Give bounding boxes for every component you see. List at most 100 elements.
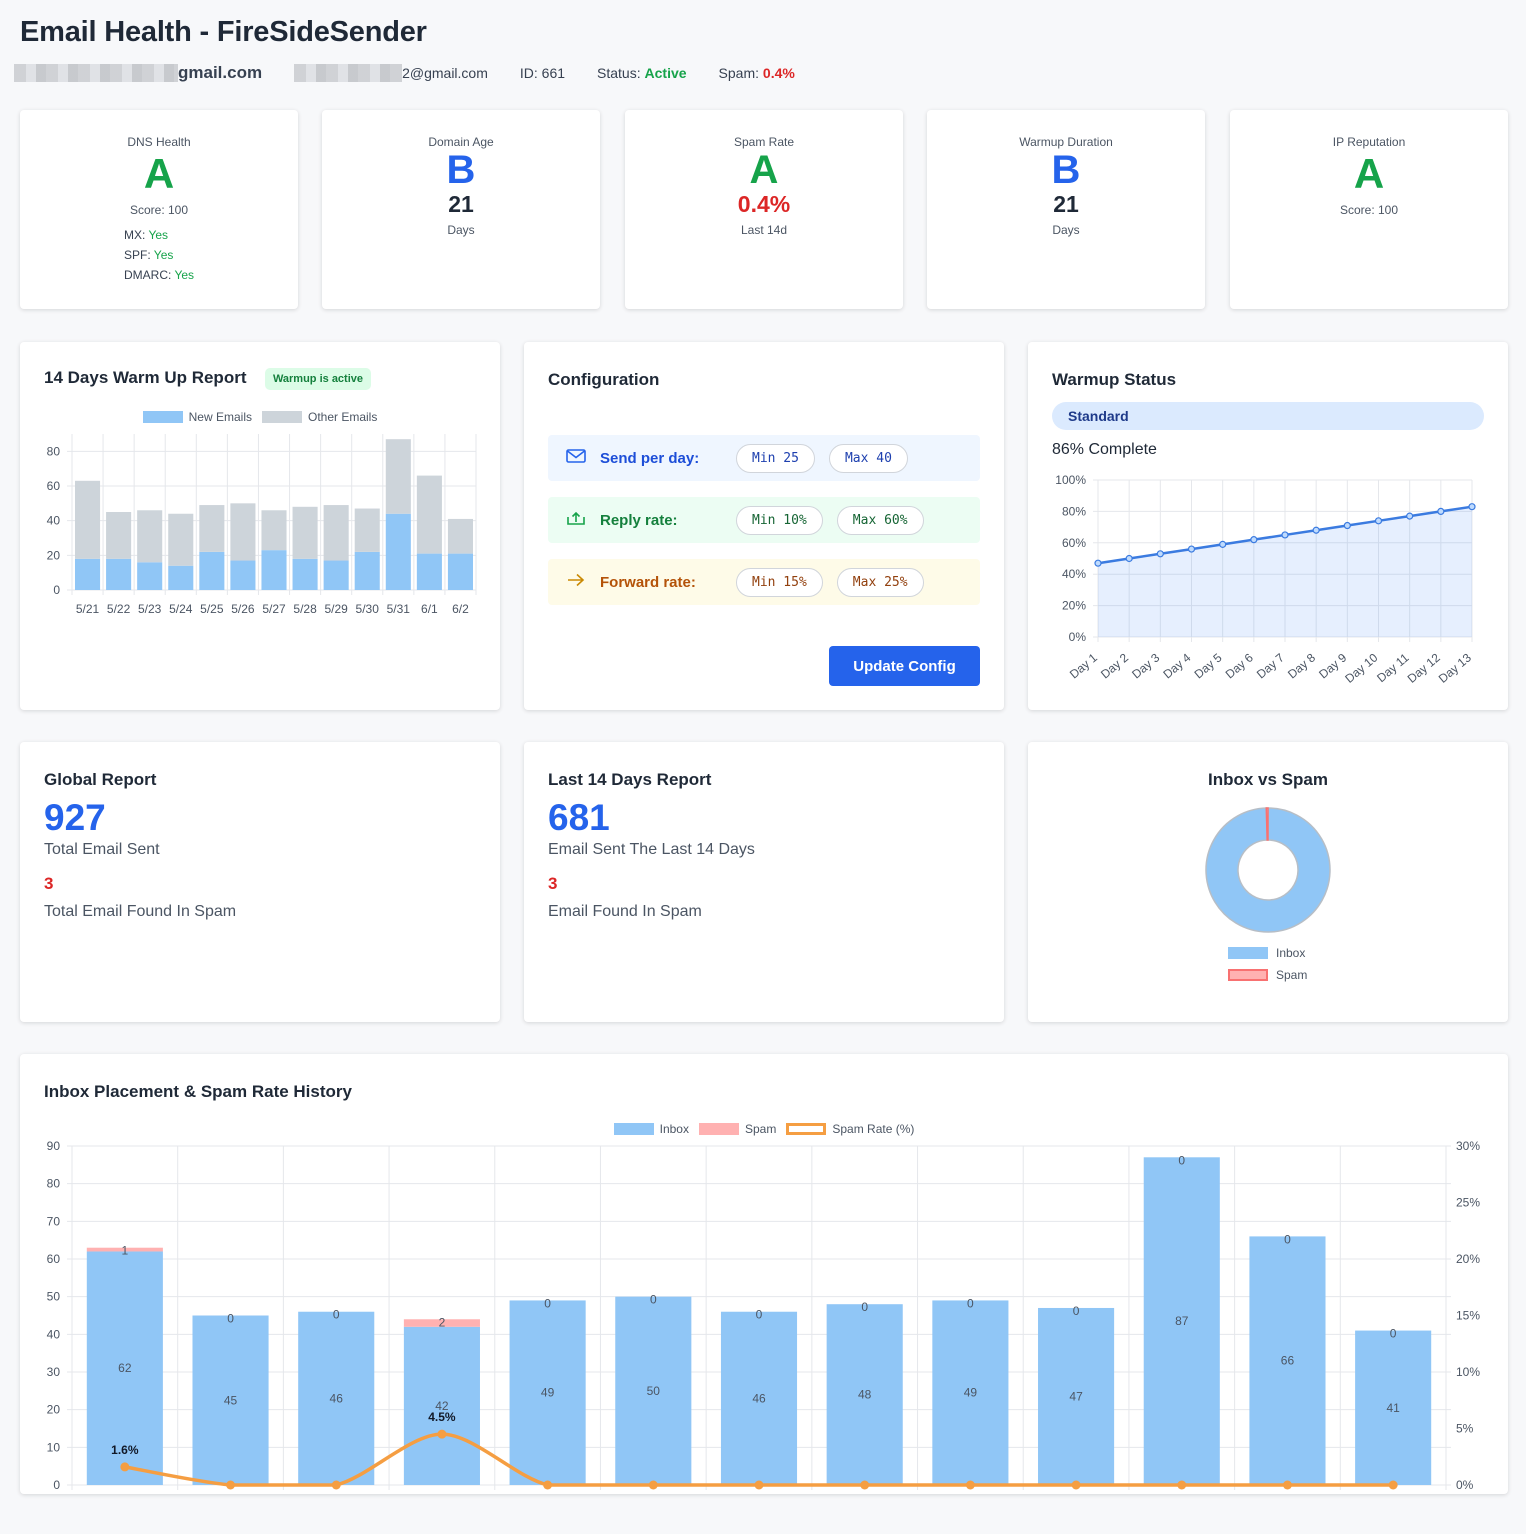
progress-point [1094, 559, 1102, 567]
progress-point [1125, 554, 1133, 563]
y-tick-label: 0% [1069, 630, 1087, 644]
bar-spam-value-label: 0 [227, 1312, 234, 1326]
y2-tick-label: 30% [1456, 1139, 1480, 1153]
y-tick-label: 60 [47, 1252, 61, 1266]
bar-other-emails [168, 513, 194, 566]
page-title: Email Health - FireSideSender [20, 16, 427, 48]
y2-tick-label: 15% [1456, 1309, 1480, 1323]
x-tick-label: 5/30 [356, 602, 380, 616]
x-tick-label: Day 13 [1436, 650, 1474, 685]
progress-point [1312, 526, 1320, 534]
x-tick-label: Day 12 [1405, 650, 1443, 685]
x-tick-label: 6/2 [452, 602, 469, 616]
forward-rate-min[interactable]: Min 15% [736, 567, 823, 597]
account-email-secondary: 2@gmail.com [402, 65, 488, 81]
reply-rate-min[interactable]: Min 10% [736, 505, 823, 535]
mx-value: Yes [148, 228, 169, 242]
reply-rate-max[interactable]: Max 60% [836, 505, 924, 535]
legend-label-other: Other Emails [308, 410, 378, 424]
bar-inbox-value-label: 49 [964, 1386, 978, 1400]
bar-inbox [720, 1311, 798, 1485]
bar-other-emails [230, 503, 256, 561]
inbox-vs-spam-title: Inbox vs Spam [1208, 770, 1328, 789]
inbox-vs-spam-legend: Inbox Spam [1228, 942, 1307, 986]
spam-rate-point [226, 1480, 236, 1490]
dns-checks: MX: Yes SPF: Yes DMARC: Yes [124, 225, 204, 285]
configuration-title: Configuration [548, 370, 660, 389]
y-tick-label: 10 [47, 1440, 61, 1454]
global-spam-label: Total Email Found In Spam [44, 903, 237, 920]
account-email-secondary-wrap: 2@gmail.com [294, 64, 488, 82]
update-config-button[interactable]: Update Config [829, 646, 980, 686]
y-tick-label: 20% [1062, 599, 1086, 613]
bar-inbox [1355, 1330, 1432, 1485]
bar-new-emails [230, 560, 256, 590]
bar-other-emails [354, 508, 380, 552]
y-tick-label: 20 [47, 1403, 61, 1417]
progress-point [1219, 540, 1227, 548]
spam-rate-point [543, 1480, 553, 1490]
bar-inbox [932, 1300, 1009, 1485]
status-value: Active [644, 65, 687, 81]
bar-new-emails [75, 558, 101, 590]
progress-point [1343, 521, 1351, 530]
spam-rate-point-label: 1.6% [111, 1443, 139, 1457]
warmup-duration-label: Warmup Duration [1019, 135, 1113, 149]
bar-inbox-value-label: 45 [224, 1393, 238, 1407]
page-header: Email Health - FireSideSender gmail.com … [14, 16, 1510, 83]
y-tick-label: 40 [47, 1327, 61, 1341]
bar-other-emails [416, 475, 442, 554]
account-spam: Spam: 0.4% [719, 65, 795, 81]
mx-label: MX: [124, 228, 146, 242]
bar-inbox-value-label: 47 [1069, 1389, 1083, 1403]
warmup-status-title: Warmup Status [1052, 370, 1177, 389]
y-tick-label: 80 [47, 444, 61, 458]
spf-value: Yes [153, 248, 174, 262]
last14-spam-label: Email Found In Spam [548, 903, 702, 920]
progress-point [1437, 507, 1445, 515]
progress-point [1250, 536, 1258, 544]
bar-inbox-value-label: 66 [1281, 1354, 1295, 1368]
send-per-day-max[interactable]: Max 40 [828, 443, 908, 473]
y-tick-label: 90 [47, 1139, 61, 1153]
last14-total-sent: 681 [548, 797, 610, 838]
bar-inbox [403, 1326, 480, 1485]
dns-health-card: DNS Health A Score: 100 MX: Yes SPF: Yes… [20, 110, 298, 309]
bar-other-emails [385, 439, 411, 514]
y-tick-label: 40 [47, 514, 61, 528]
bar-spam [86, 1247, 163, 1252]
forward-arrow-icon [566, 573, 586, 591]
y-tick-label: 60% [1062, 536, 1086, 550]
x-tick-label: Day 10 [1342, 650, 1380, 685]
send-per-day-min[interactable]: Min 25 [736, 443, 815, 473]
global-report-card: Global Report 927 Total Email Sent 3 Tot… [20, 742, 500, 1022]
bar-new-emails [323, 560, 349, 590]
bar-other-emails [261, 510, 287, 551]
dmarc-check: DMARC: Yes [124, 265, 204, 285]
bar-inbox-value-label: 46 [330, 1391, 344, 1405]
warmup-report-legend: New Emails Other Emails [20, 410, 500, 424]
spam-rate-point [1388, 1480, 1398, 1490]
forward-rate-max[interactable]: Max 25% [836, 567, 924, 597]
send-per-day-row: Send per day: Min 25 Max 40 [548, 435, 980, 481]
bar-inbox-value-label: 48 [858, 1388, 872, 1402]
spam-label: Spam: [718, 65, 760, 81]
progress-point [1156, 550, 1164, 558]
legend-label-spam: Spam [1276, 968, 1308, 982]
bar-new-emails [447, 553, 473, 590]
y-tick-label: 20 [47, 548, 61, 562]
x-tick-label: Day 8 [1285, 650, 1318, 681]
x-tick-label: 5/22 [107, 602, 131, 616]
send-per-day-label: Send per day: [600, 449, 700, 467]
y2-tick-label: 25% [1456, 1196, 1480, 1210]
last14-report-card: Last 14 Days Report 681 Email Sent The L… [524, 742, 1004, 1022]
placement-history-chart: 01020304050607080900%5%10%15%20%25%30%62… [47, 1139, 1481, 1492]
spam-rate-point-label: 4.5% [428, 1410, 456, 1424]
bar-new-emails [416, 553, 442, 590]
spam-rate-point [120, 1462, 130, 1472]
x-tick-label: 5/23 [138, 602, 162, 616]
legend-swatch-new [142, 411, 183, 423]
bar-other-emails [323, 505, 349, 561]
domain-age-label: Domain Age [428, 135, 494, 149]
